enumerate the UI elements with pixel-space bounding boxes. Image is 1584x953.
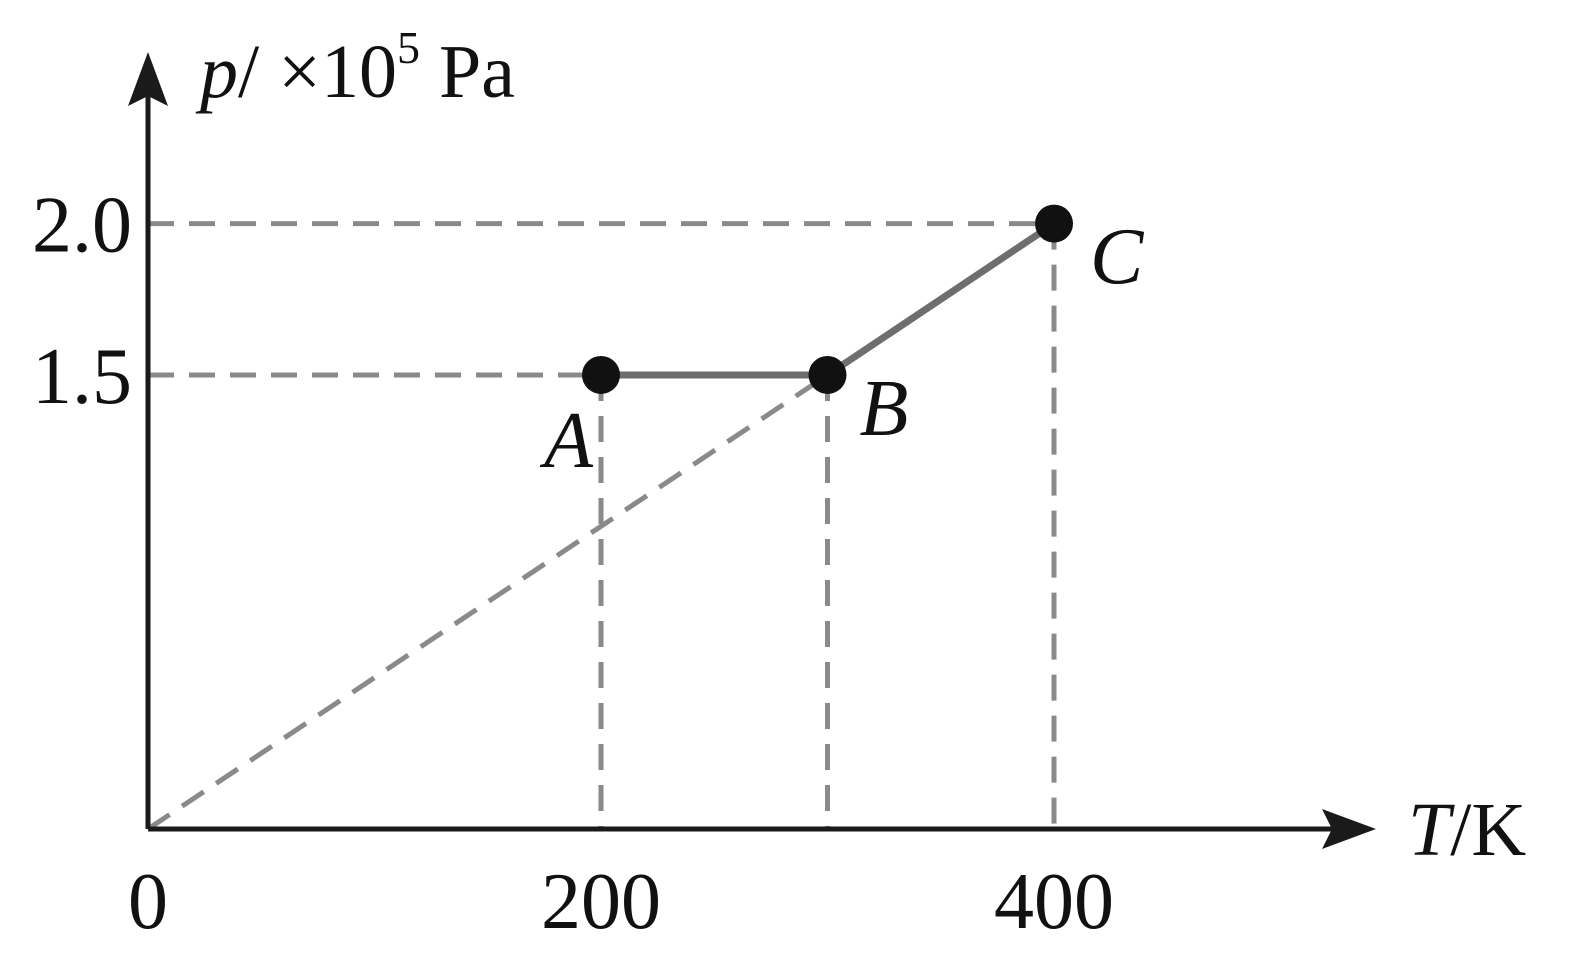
state-points: A B C <box>539 204 1145 485</box>
x-axis-symbol: T <box>1408 788 1455 872</box>
y-axis-unit: / ×10 <box>238 30 397 114</box>
x-axis-label: T/K <box>1408 788 1526 872</box>
y-tick-label-1.5: 1.5 <box>32 333 132 421</box>
y-axis-symbol: p <box>195 30 238 114</box>
tick-labels: 0 200 400 1.5 2.0 <box>32 182 1114 946</box>
process-curve <box>601 220 1056 379</box>
point-C <box>1035 204 1073 243</box>
origin-guide-line <box>146 372 829 832</box>
axes <box>128 52 1376 849</box>
series-line-0 <box>601 220 1056 379</box>
x-tick-label-400: 400 <box>994 858 1114 946</box>
x-axis-arrow <box>1322 809 1376 849</box>
point-label-B: B <box>860 365 909 453</box>
point-label-A: A <box>539 397 594 485</box>
y-axis-exponent: 5 <box>397 22 420 73</box>
y-axis-label: p/ ×105 Pa <box>195 22 515 114</box>
y-tick-label-2.0: 2.0 <box>32 182 132 270</box>
y-axis-arrow <box>128 52 168 106</box>
y-axis-unit-pa: Pa <box>420 30 515 114</box>
point-label-C: C <box>1090 214 1145 302</box>
x-tick-label-0: 0 <box>128 858 168 946</box>
x-tick-label-200: 200 <box>541 858 661 946</box>
point-A <box>582 355 620 394</box>
x-axis-unit: /K <box>1450 788 1526 872</box>
guide-lines <box>146 221 1057 832</box>
point-B <box>808 355 847 394</box>
